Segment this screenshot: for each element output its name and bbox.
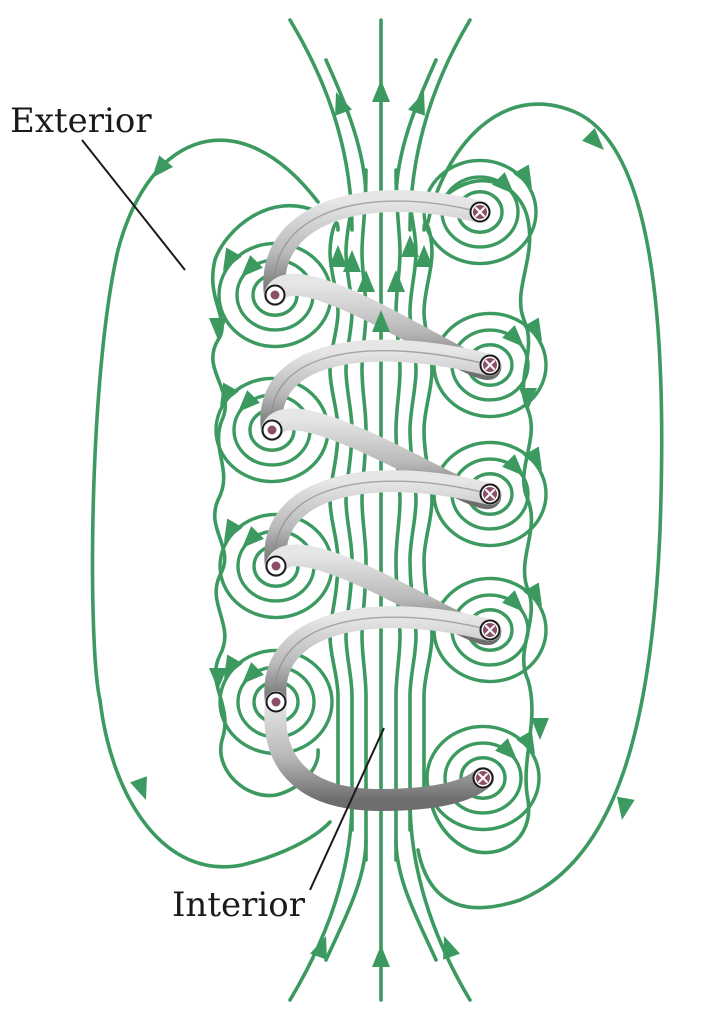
current-out-dot-4 xyxy=(265,691,287,713)
arrow-left-ring-2-b xyxy=(220,382,239,406)
arrow-bottom-left xyxy=(310,936,327,960)
current-in-cross-1 xyxy=(469,201,491,223)
arrow-left-ring-1-b xyxy=(223,247,242,271)
arrow-right-ring-2-a xyxy=(502,325,524,347)
arrow-left-ring-2-a xyxy=(238,390,260,412)
arrow-left-ring-1-a xyxy=(241,255,263,277)
interior-line-r3 xyxy=(422,221,434,802)
coil-turn-4-upper-edge xyxy=(274,616,491,703)
current-out-dot-3 xyxy=(265,555,287,577)
interior-line-r2 xyxy=(408,198,418,832)
arrow-l2 xyxy=(343,250,361,272)
magnetic-field-lines xyxy=(90,18,664,1002)
arrow-l1 xyxy=(357,270,375,292)
current-in-cross-5 xyxy=(472,767,494,789)
current-out-dot-2-dot xyxy=(267,425,277,435)
current-in-cross-3-x xyxy=(485,489,495,499)
coil-turn-1-upper-edge xyxy=(273,200,481,296)
side-line-right xyxy=(428,179,534,855)
arrow-right-ring-2-b xyxy=(523,317,542,341)
current-in-cross-2-x xyxy=(485,360,495,370)
arrow-right-ring-1-a xyxy=(492,172,514,194)
arrow-right-ring-5-a xyxy=(495,738,517,760)
right-conductor-5-ring-2 xyxy=(443,741,523,815)
arrow-side-left-2 xyxy=(209,668,227,690)
arrow-left-ring-3-b xyxy=(224,518,243,542)
bottom-spread-left-inner xyxy=(324,838,368,962)
arrow-right-ring-4-b xyxy=(523,582,542,606)
coil-turn-2-upper-edge xyxy=(270,350,491,431)
interior-label: Interior xyxy=(172,885,305,925)
interior-leader-line xyxy=(309,727,385,891)
label-leader-lines xyxy=(81,139,385,891)
current-in-cross-2 xyxy=(479,354,501,376)
arrow-left-ring-4-a xyxy=(242,662,264,684)
coil-turn-4-lower xyxy=(264,691,494,812)
arrow-ext-right-top xyxy=(582,128,604,150)
arrow-ext-left-top xyxy=(152,155,174,178)
current-out-dot-1 xyxy=(264,284,286,306)
arrow-center-mid xyxy=(372,310,390,332)
arrow-right-ring-5-b xyxy=(516,730,535,754)
exterior-loop-left xyxy=(90,138,332,869)
current-in-cross-4 xyxy=(479,619,501,641)
arrow-r3 xyxy=(415,245,433,267)
bottom-spread-left-outer xyxy=(288,798,354,1002)
arrow-center-bottom xyxy=(372,945,390,967)
top-spread-right-inner xyxy=(394,58,438,202)
bottom-spread-right-inner xyxy=(394,838,438,962)
current-in-cross-3 xyxy=(479,483,501,505)
arrow-side-right-2 xyxy=(531,718,549,740)
exterior-leader-line xyxy=(81,139,186,271)
arrow-side-left-1 xyxy=(209,318,227,340)
arrow-center-top xyxy=(372,80,390,102)
arrow-r1 xyxy=(387,270,405,292)
field-direction-arrows xyxy=(130,80,635,967)
right-conductor-5-ring-1 xyxy=(459,756,507,800)
bottom-spread-right-outer xyxy=(408,798,472,1002)
arrow-left-ring-3-a xyxy=(242,526,264,548)
arrow-l3 xyxy=(329,245,347,267)
current-in-cross-1-x xyxy=(475,207,485,217)
coil-turn-3-upper-edge xyxy=(274,480,491,567)
arrow-ext-left-bottom xyxy=(130,776,147,800)
arrow-left-ring-4-b xyxy=(224,654,243,678)
current-direction-marks xyxy=(261,201,501,789)
current-out-dot-4-dot xyxy=(271,697,281,707)
current-out-dot-1-dot xyxy=(270,290,280,300)
top-spread-left-inner xyxy=(324,58,368,202)
side-line-left xyxy=(211,203,320,798)
current-in-cross-4-x xyxy=(485,625,495,635)
arrow-r2 xyxy=(401,235,419,257)
arrow-ext-right-bottom xyxy=(616,796,635,820)
arrow-right-ring-3-b xyxy=(523,446,542,470)
exterior-label: Exterior xyxy=(10,101,152,141)
current-out-dot-2 xyxy=(261,419,283,441)
current-out-dot-3-dot xyxy=(271,561,281,571)
arrow-right-ring-4-a xyxy=(502,590,524,612)
arrow-bottom-right xyxy=(443,936,460,960)
arrow-side-right-1 xyxy=(519,388,537,410)
arrow-right-ring-3-a xyxy=(502,454,524,476)
exterior-loop-right xyxy=(416,102,664,910)
arrow-right-ring-1-b xyxy=(513,164,532,188)
right-conductor-5-ring-3 xyxy=(425,724,541,832)
arrow-top-right xyxy=(408,92,425,116)
arrow-top-left xyxy=(335,92,352,116)
current-in-cross-5-x xyxy=(478,773,488,783)
